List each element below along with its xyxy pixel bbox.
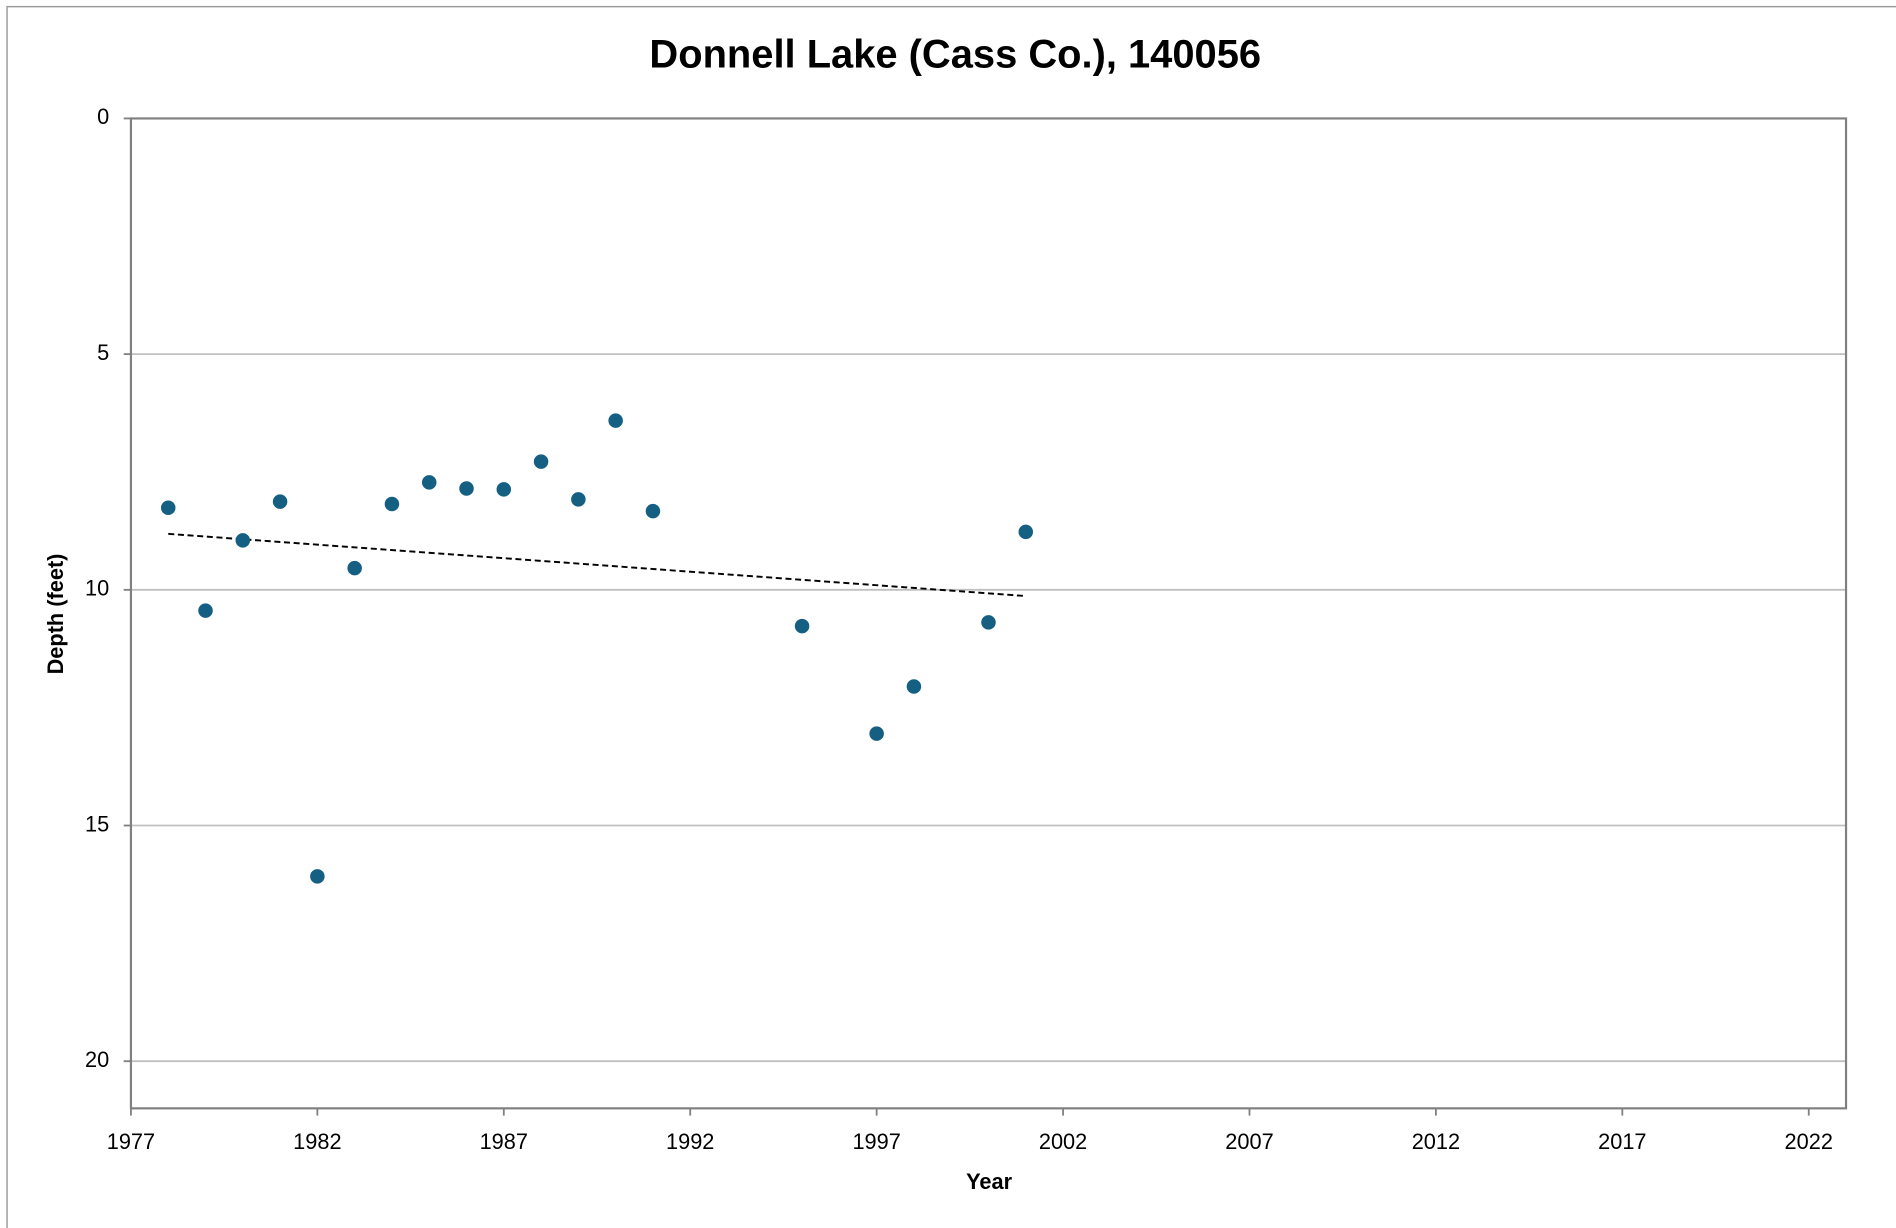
data-point — [198, 603, 213, 618]
x-tick-label: 1982 — [293, 1129, 341, 1154]
data-point — [310, 869, 325, 884]
data-point — [869, 726, 884, 741]
chart-title: Donnell Lake (Cass Co.), 140056 — [649, 32, 1261, 76]
x-tick-label: 1977 — [107, 1129, 155, 1154]
trendline — [168, 532, 1026, 598]
y-tick-label: 10 — [85, 576, 109, 601]
data-point — [459, 481, 474, 496]
y-tick-label: 0 — [97, 104, 109, 129]
data-point — [608, 413, 623, 428]
y-axis-title: Depth (feet) — [43, 554, 68, 675]
data-point — [496, 482, 512, 497]
data-point — [571, 492, 586, 507]
x-tick-label: 2002 — [1039, 1129, 1087, 1154]
x-tick-label: 2022 — [1785, 1129, 1833, 1154]
x-axis-title: Year — [966, 1169, 1012, 1194]
y-tick-label: 15 — [85, 811, 109, 836]
data-point — [794, 618, 810, 634]
data-point — [160, 500, 176, 516]
data-point — [235, 533, 251, 548]
data-point — [533, 454, 549, 469]
data-point — [981, 615, 996, 630]
y-tick-label: 20 — [85, 1047, 109, 1072]
y-tick-label: 5 — [97, 340, 109, 365]
data-point — [272, 494, 288, 509]
data-point — [384, 496, 400, 512]
data-point — [347, 560, 362, 576]
data-point — [906, 679, 922, 694]
x-tick-label: 2012 — [1412, 1129, 1460, 1154]
chart-frame — [6, 5, 1896, 1228]
data-point — [421, 475, 437, 490]
x-tick-label: 2007 — [1225, 1129, 1273, 1154]
x-tick-label: 1997 — [852, 1129, 900, 1154]
x-tick-label: 1992 — [666, 1129, 714, 1154]
data-point — [1018, 524, 1034, 540]
plot-area — [129, 117, 1848, 1110]
data-point — [645, 503, 661, 519]
x-tick-label: 2017 — [1598, 1129, 1646, 1154]
x-tick-label: 1987 — [480, 1129, 528, 1154]
